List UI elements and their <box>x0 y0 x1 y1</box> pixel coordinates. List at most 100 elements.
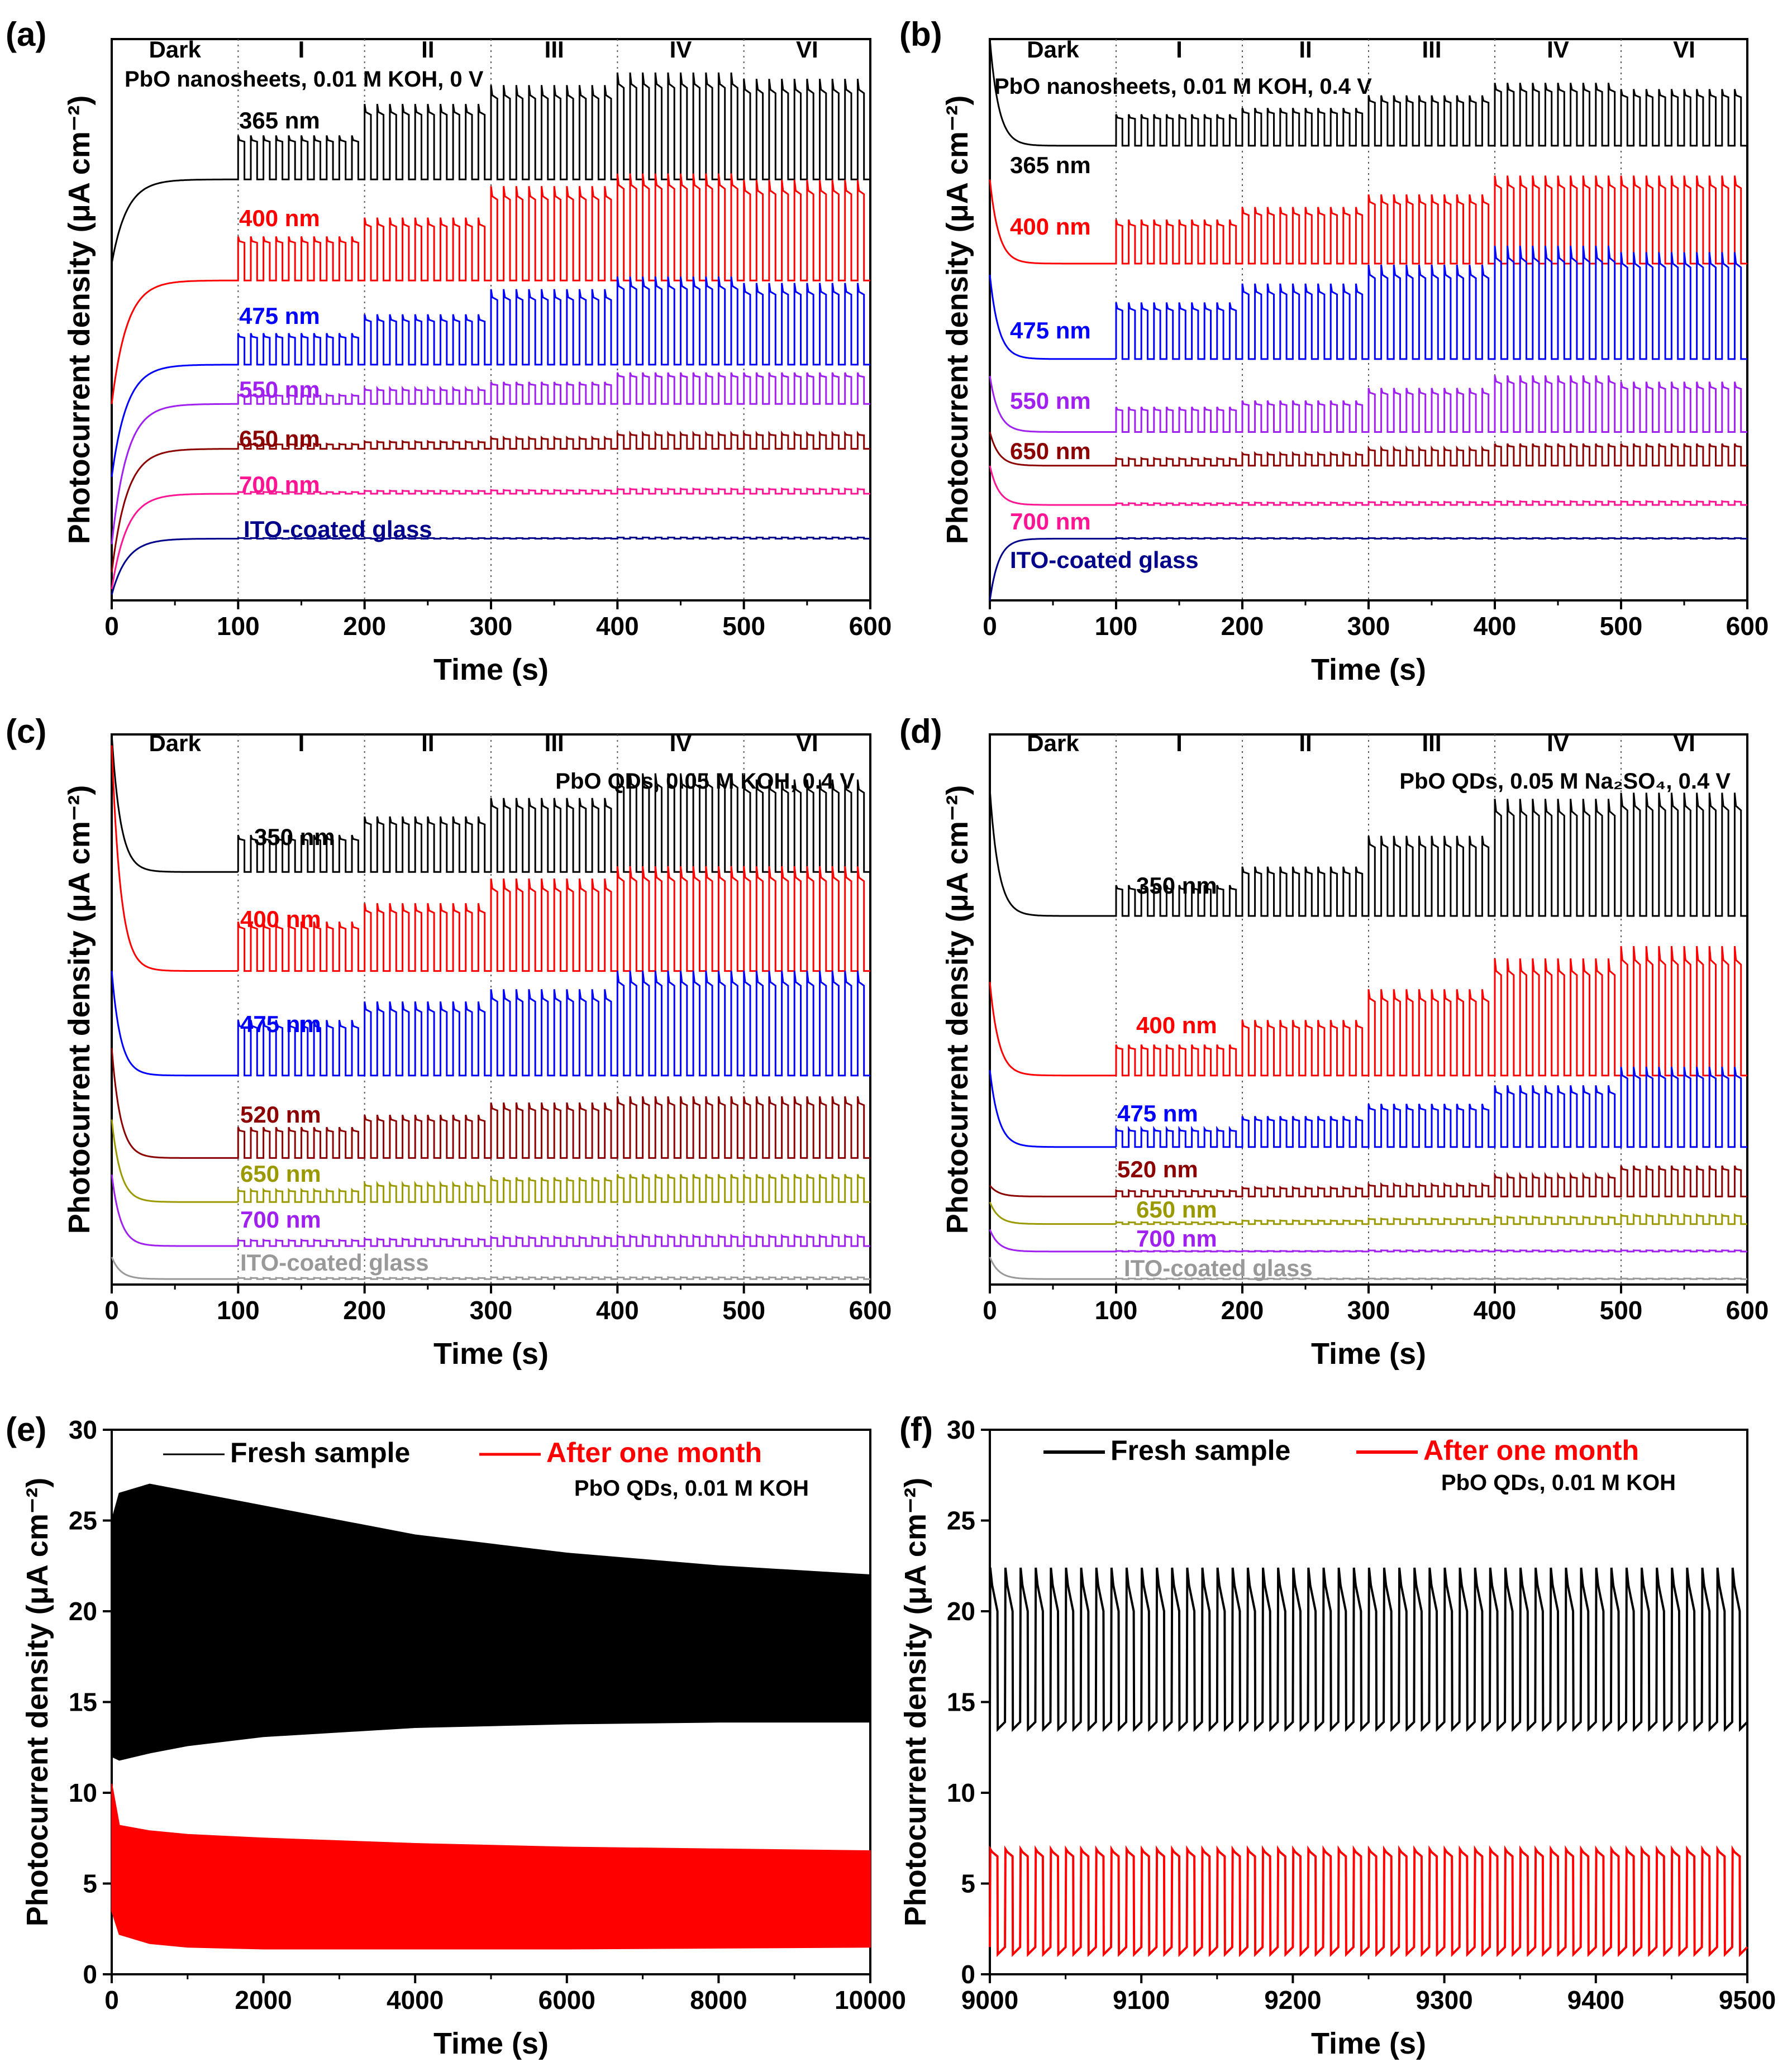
series-line <box>111 372 870 545</box>
segment-label: VI <box>796 36 818 63</box>
condition-label: PbO QDs, 0.05 M KOH, 0.4 V <box>555 769 855 794</box>
series-line <box>989 432 1747 467</box>
segment-label: III <box>545 36 564 63</box>
panel-label: (d) <box>899 713 942 750</box>
series-label: ITO-coated glass <box>244 516 432 542</box>
condition-label: PbO QDs, 0.05 M Na₂SO₄, 0.4 V <box>1399 769 1731 794</box>
series-line <box>989 1229 1747 1253</box>
series-label: 365 nm <box>1010 152 1091 178</box>
series-label: 475 nm <box>240 1011 321 1037</box>
series-label: ITO-coated glass <box>1010 547 1199 573</box>
segment-label: III <box>545 730 564 756</box>
series-line <box>111 72 870 264</box>
series-label: 400 nm <box>1136 1012 1217 1038</box>
x-tick-label: 100 <box>1095 612 1138 641</box>
y-axis-label: Photocurrent density (μA cm⁻²) <box>63 785 96 1234</box>
x-axis-label: Time (s) <box>1311 2027 1426 2060</box>
series-line <box>111 1257 870 1280</box>
y-tick-label: 10 <box>69 1778 97 1807</box>
x-tick-label: 8000 <box>690 1985 747 2015</box>
series-line <box>111 734 870 873</box>
series-line <box>111 1048 870 1159</box>
segment-label: IV <box>1547 730 1569 756</box>
panel-c: (c) 0 100 200 300 400 500 600 Time (s) Photocurre… <box>6 713 892 1371</box>
segment-label: I <box>1176 36 1183 63</box>
x-tick-label: 6000 <box>538 1985 595 2015</box>
y-tick-label: 0 <box>83 1960 97 1989</box>
series-line <box>989 375 1747 433</box>
segment-label: II <box>421 730 434 756</box>
x-tick-label: 500 <box>1600 1296 1643 1325</box>
x-axis-label: Time (s) <box>433 1337 549 1371</box>
series-line <box>989 789 1747 917</box>
y-axis-label: Photocurrent density (μA cm⁻²) <box>941 96 974 545</box>
series-label: 520 nm <box>1117 1156 1198 1182</box>
x-tick-label: 400 <box>596 1296 639 1325</box>
series-label: 650 nm <box>1136 1196 1217 1223</box>
segment-label: Dark <box>149 730 201 756</box>
x-tick-label: 300 <box>1347 612 1390 641</box>
panel-b: (b) 0 100 200 300 400 500 600 Time (s) Photocurre… <box>899 16 1769 686</box>
x-tick-label: 200 <box>343 1296 386 1325</box>
x-tick-label: 9500 <box>1719 1985 1776 2015</box>
series-line <box>989 175 1747 265</box>
x-tick-label: 600 <box>1726 1296 1769 1325</box>
x-tick-label: 500 <box>722 612 765 641</box>
x-tick-label: 500 <box>1600 612 1643 641</box>
series-line <box>989 1845 1748 1958</box>
x-tick-label: 200 <box>1221 612 1264 641</box>
segment-label: Dark <box>149 36 201 63</box>
condition-label: PbO nanosheets, 0.01 M KOH, 0.4 V <box>994 74 1372 99</box>
series-line <box>111 430 870 572</box>
series-label: 700 nm <box>240 1206 321 1233</box>
series-line <box>111 173 870 404</box>
y-tick-label: 30 <box>947 1415 975 1444</box>
series-line <box>989 246 1747 360</box>
y-tick-label: 30 <box>69 1415 97 1444</box>
segment-label: VI <box>1673 36 1695 63</box>
legend-label: After one month <box>546 1437 762 1468</box>
series-label: 700 nm <box>239 471 320 498</box>
series-label: 400 nm <box>239 205 320 231</box>
y-tick-label: 25 <box>69 1506 97 1535</box>
series-line <box>111 487 870 590</box>
segment-label: VI <box>796 730 818 756</box>
series-line <box>989 1165 1747 1197</box>
series-line <box>989 39 1747 147</box>
condition-label: PbO QDs, 0.01 M KOH <box>574 1476 809 1501</box>
series-line <box>989 946 1747 1077</box>
series-line <box>111 1174 870 1247</box>
x-tick-label: 100 <box>217 1296 260 1325</box>
x-tick-label: 4000 <box>387 1985 444 2015</box>
panel-f: (f) 9000 9100 9200 9300 9400 9500 Time (s) Photo… <box>899 1411 1776 2060</box>
y-tick-label: 20 <box>947 1597 975 1626</box>
x-tick-label: 0 <box>104 1985 119 2015</box>
x-tick-label: 200 <box>343 612 386 641</box>
series-line <box>111 536 870 595</box>
panel-label: (b) <box>899 16 942 53</box>
panel-label: (e) <box>6 1411 46 1448</box>
series-label: 350 nm <box>254 824 335 850</box>
series-line <box>989 537 1747 601</box>
segment-label: II <box>1299 730 1312 756</box>
y-axis-label: Photocurrent density (μA cm⁻²) <box>899 1478 932 1927</box>
x-tick-label: 100 <box>217 612 260 641</box>
segment-label: III <box>1422 36 1441 63</box>
series-line <box>989 465 1747 506</box>
x-tick-label: 0 <box>104 1296 119 1325</box>
x-tick-label: 300 <box>470 612 513 641</box>
series-line <box>111 1119 870 1203</box>
x-tick-label: 600 <box>849 1296 892 1325</box>
series-line <box>111 971 870 1077</box>
series-line <box>989 1567 1748 1732</box>
series-label: 700 nm <box>1136 1225 1217 1252</box>
series-label: 350 nm <box>1136 872 1217 899</box>
x-tick-label: 400 <box>596 612 639 641</box>
x-tick-label: 0 <box>983 1296 997 1325</box>
x-tick-label: 300 <box>470 1296 513 1325</box>
series-line <box>111 276 870 478</box>
x-tick-label: 0 <box>983 612 997 641</box>
x-tick-label: 400 <box>1474 612 1517 641</box>
x-tick-label: 600 <box>849 612 892 641</box>
